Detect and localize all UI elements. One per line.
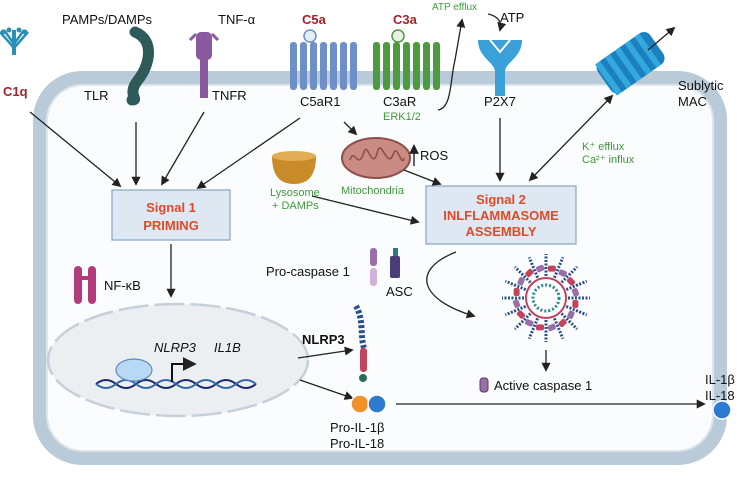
active-caspase-label: Active caspase 1	[494, 378, 592, 393]
c3ar-icon	[373, 29, 440, 90]
c3ar-label: C3aR	[383, 94, 416, 109]
pamps-damps-label: PAMPs/DAMPs	[62, 12, 153, 27]
c1q-label: C1q	[3, 84, 28, 99]
mito-to-signal2-arrow	[403, 169, 442, 186]
atp-label: ATP	[500, 10, 524, 25]
procaspase-label: Pro-caspase 1	[266, 264, 350, 279]
nfkb-icon	[74, 266, 96, 304]
secreted-cytokine-circle	[712, 400, 732, 420]
c5a-label: C5a	[302, 12, 327, 27]
transcription-start-arrow	[171, 357, 197, 382]
c1q-icon	[0, 27, 29, 55]
signal1-title: Signal 1	[146, 200, 196, 215]
signal1-subtitle: PRIMING	[143, 218, 199, 233]
c5ar1-to-signal1-arrow	[196, 117, 301, 190]
k-efflux-label: K⁺ efflux	[582, 141, 625, 153]
nucleus-to-prointerleukin-arrow	[299, 379, 354, 400]
erk-label: ERK1/2	[383, 111, 421, 123]
il18-label: IL-18	[705, 388, 735, 403]
atp-arrow	[487, 13, 507, 32]
mac-label-line1: Sublytic	[678, 78, 724, 93]
c3a-label: C3a	[393, 12, 418, 27]
tlr-icon	[126, 26, 154, 106]
c5ar1-icon	[290, 29, 357, 90]
signal2-box	[425, 185, 577, 245]
nucleus-to-nlrp3-arrow	[297, 346, 354, 359]
signal2-line2: INLFLAMMASOME	[443, 208, 559, 223]
c1q-to-signal1-arrow	[29, 111, 122, 188]
asc-icon	[390, 248, 400, 278]
c5ar1-label: C5aR1	[300, 94, 340, 109]
lysosome-icon	[272, 151, 316, 184]
lysosome-label-line2: + DAMPs	[272, 200, 319, 212]
pro-il18-circle	[367, 394, 387, 414]
il1b-label: IL-1β	[705, 372, 735, 387]
nlrp3-gene-label: NLRP3	[154, 340, 197, 355]
signal2-title: Signal 2	[476, 192, 526, 207]
tnfa-label: TNF-α	[218, 12, 256, 27]
il1b-gene-label: IL1B	[214, 340, 241, 355]
mac-label-line2: MAC	[678, 94, 707, 109]
tlr-label: TLR	[84, 88, 109, 103]
mac-icon	[595, 32, 665, 96]
tnfr-label: TNFR	[212, 88, 247, 103]
signal2-to-inflammasome-arrow	[426, 251, 476, 319]
nlrp3-protein-label: NLRP3	[302, 332, 345, 347]
lysosome-label-line1: Lysosome	[270, 187, 320, 199]
tnfr-icon	[188, 32, 220, 98]
tnfr-to-signal1-arrow	[161, 111, 205, 186]
asc-label: ASC	[386, 284, 413, 299]
ca-influx-label: Ca²⁺ influx	[582, 154, 635, 166]
signal1-box	[111, 189, 231, 241]
pro-il1b-label: Pro-IL-1β	[330, 420, 384, 435]
transcription-factor-blob	[115, 358, 153, 382]
nfkb-label: NF-κB	[104, 278, 141, 293]
ros-label: ROS	[420, 148, 449, 163]
p2x7-label: P2X7	[484, 94, 516, 109]
procaspase-icon	[370, 248, 377, 286]
atp-efflux-label: ATP efflux	[432, 2, 477, 13]
nucleus	[46, 302, 310, 418]
p2x7-icon	[478, 39, 522, 96]
pro-il1b-circle	[350, 394, 370, 414]
mitochondria-icon	[341, 137, 411, 179]
pro-il18-label: Pro-IL-18	[330, 436, 384, 451]
mac-outward-arrow	[647, 26, 676, 51]
atp-efflux-arrow	[437, 18, 466, 111]
signal2-line3: ASSEMBLY	[465, 224, 536, 239]
mitochondria-label: Mitochondria	[341, 185, 405, 197]
active-caspase-icon	[479, 377, 489, 393]
c5ar1-to-mito-arrow	[343, 121, 358, 136]
dna-helix-icon	[95, 379, 257, 389]
mac-to-signal2-arrow	[528, 94, 614, 182]
lysosome-to-signal2-arrow	[311, 195, 420, 225]
inflammasome-icon	[502, 254, 590, 342]
nlrp3-protein-icon	[353, 304, 367, 382]
